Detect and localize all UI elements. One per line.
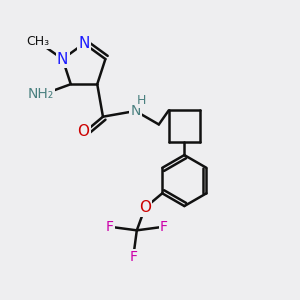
Text: N: N xyxy=(130,104,141,118)
Text: F: F xyxy=(106,220,114,234)
Text: H: H xyxy=(137,94,146,107)
Text: F: F xyxy=(130,250,138,264)
Text: NH₂: NH₂ xyxy=(28,88,54,101)
Text: O: O xyxy=(139,200,151,215)
Text: CH₃: CH₃ xyxy=(26,35,50,48)
Text: N: N xyxy=(57,52,68,67)
Text: F: F xyxy=(160,220,168,234)
Text: O: O xyxy=(77,124,89,139)
Text: N: N xyxy=(78,36,90,51)
